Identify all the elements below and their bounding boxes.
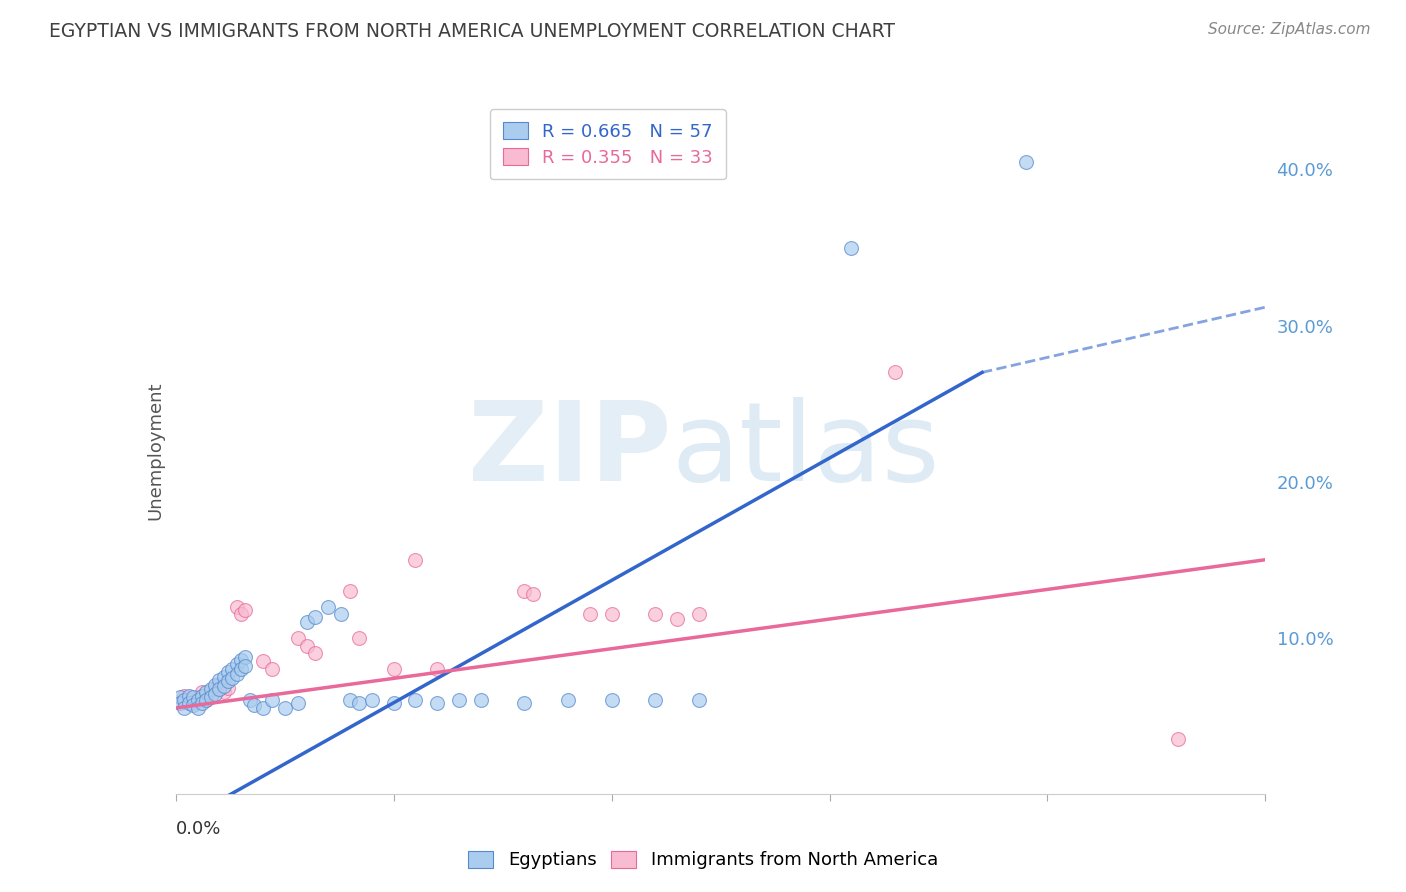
Point bbox=[212, 679, 235, 693]
Point bbox=[1167, 732, 1189, 747]
Point bbox=[522, 587, 544, 601]
Point bbox=[181, 690, 204, 705]
Y-axis label: Unemployment: Unemployment bbox=[146, 381, 165, 520]
Point bbox=[304, 646, 326, 660]
Point bbox=[382, 662, 405, 676]
Point bbox=[666, 612, 689, 626]
Point bbox=[600, 607, 623, 622]
Point bbox=[405, 552, 427, 567]
Point bbox=[231, 662, 253, 676]
Point bbox=[318, 599, 340, 614]
Point bbox=[204, 682, 226, 697]
Legend: R = 0.665   N = 57, R = 0.355   N = 33: R = 0.665 N = 57, R = 0.355 N = 33 bbox=[489, 109, 725, 179]
Point bbox=[295, 615, 318, 630]
Point bbox=[688, 607, 710, 622]
Point bbox=[217, 674, 239, 689]
Point bbox=[339, 693, 361, 707]
Point bbox=[579, 607, 602, 622]
Point bbox=[177, 696, 200, 710]
Point bbox=[231, 653, 253, 667]
Point bbox=[200, 690, 222, 705]
Point bbox=[513, 696, 536, 710]
Point bbox=[186, 690, 209, 705]
Point bbox=[382, 696, 405, 710]
Point bbox=[405, 693, 427, 707]
Point bbox=[426, 662, 449, 676]
Point bbox=[252, 701, 274, 715]
Point bbox=[204, 678, 226, 692]
Point bbox=[225, 599, 247, 614]
Point bbox=[235, 603, 257, 617]
Point bbox=[200, 682, 222, 697]
Point bbox=[200, 689, 222, 703]
Point bbox=[243, 698, 266, 712]
Point bbox=[225, 657, 247, 672]
Point bbox=[173, 693, 195, 707]
Legend: Egyptians, Immigrants from North America: Egyptians, Immigrants from North America bbox=[458, 842, 948, 879]
Point bbox=[644, 693, 666, 707]
Point bbox=[347, 631, 370, 645]
Point bbox=[347, 696, 370, 710]
Point bbox=[235, 658, 257, 673]
Point bbox=[339, 583, 361, 598]
Point bbox=[191, 689, 214, 703]
Point bbox=[212, 685, 235, 699]
Point bbox=[287, 696, 309, 710]
Point bbox=[252, 654, 274, 668]
Point bbox=[600, 693, 623, 707]
Point bbox=[426, 696, 449, 710]
Point bbox=[208, 678, 231, 692]
Point bbox=[688, 693, 710, 707]
Point bbox=[644, 607, 666, 622]
Point bbox=[287, 631, 309, 645]
Point bbox=[177, 689, 200, 703]
Point bbox=[470, 693, 492, 707]
Point bbox=[169, 696, 191, 710]
Point bbox=[274, 701, 297, 715]
Point bbox=[447, 693, 470, 707]
Point bbox=[195, 685, 218, 699]
Point bbox=[1015, 154, 1038, 169]
Point bbox=[231, 607, 253, 622]
Point bbox=[260, 693, 283, 707]
Text: ZIP: ZIP bbox=[468, 397, 672, 504]
Point bbox=[212, 670, 235, 684]
Point bbox=[173, 689, 195, 703]
Point bbox=[217, 681, 239, 695]
Point bbox=[181, 696, 204, 710]
Point bbox=[221, 671, 243, 685]
Point bbox=[221, 662, 243, 676]
Point bbox=[169, 690, 191, 705]
Point bbox=[191, 696, 214, 710]
Point bbox=[173, 701, 195, 715]
Point bbox=[557, 693, 579, 707]
Point bbox=[204, 687, 226, 701]
Point bbox=[239, 693, 262, 707]
Point bbox=[884, 366, 907, 380]
Point bbox=[330, 607, 353, 622]
Point bbox=[208, 682, 231, 697]
Point bbox=[260, 662, 283, 676]
Text: atlas: atlas bbox=[672, 397, 941, 504]
Point bbox=[295, 639, 318, 653]
Point bbox=[181, 698, 204, 712]
Point bbox=[217, 665, 239, 680]
Point bbox=[195, 693, 218, 707]
Point bbox=[841, 240, 863, 255]
Point bbox=[186, 701, 209, 715]
Point bbox=[191, 685, 214, 699]
Text: 0.0%: 0.0% bbox=[176, 820, 221, 838]
Text: Source: ZipAtlas.com: Source: ZipAtlas.com bbox=[1208, 22, 1371, 37]
Point bbox=[513, 583, 536, 598]
Point bbox=[208, 673, 231, 687]
Point bbox=[360, 693, 382, 707]
Point bbox=[235, 649, 257, 664]
Point bbox=[186, 693, 209, 707]
Point bbox=[195, 693, 218, 707]
Point bbox=[177, 693, 200, 707]
Point bbox=[225, 666, 247, 681]
Point bbox=[304, 610, 326, 624]
Text: EGYPTIAN VS IMMIGRANTS FROM NORTH AMERICA UNEMPLOYMENT CORRELATION CHART: EGYPTIAN VS IMMIGRANTS FROM NORTH AMERIC… bbox=[49, 22, 896, 41]
